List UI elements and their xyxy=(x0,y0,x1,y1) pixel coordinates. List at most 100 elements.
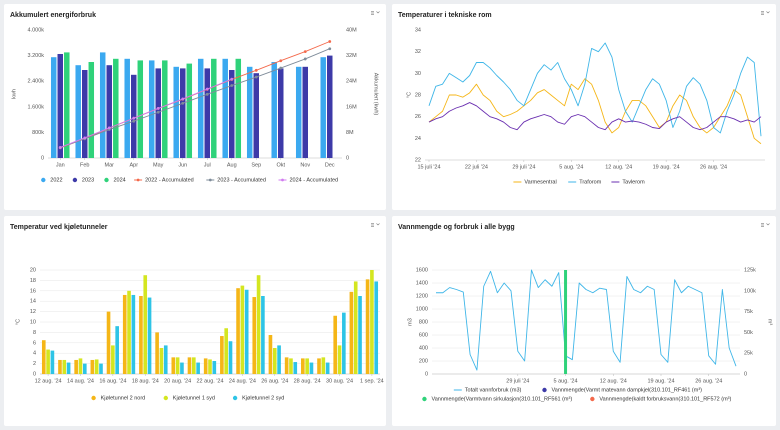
marker xyxy=(230,77,234,81)
marker xyxy=(279,59,283,63)
bar xyxy=(284,357,289,374)
legend-swatch xyxy=(590,396,595,402)
bar xyxy=(175,357,180,374)
marker xyxy=(205,87,209,91)
legend-item[interactable]: Totalt vannforbruk (m3) xyxy=(453,387,522,393)
legend-item[interactable]: 2022 - Accumulated xyxy=(134,177,194,183)
bar xyxy=(143,275,148,374)
y-axis-label: m3 xyxy=(407,318,413,326)
legend-item[interactable]: 2023 - Accumulated xyxy=(206,177,266,183)
panel-menu[interactable] xyxy=(371,11,380,15)
bar xyxy=(325,362,330,374)
legend-item[interactable]: 2024 xyxy=(104,177,126,183)
x-tick-label: 16 aug. '24 xyxy=(99,378,126,384)
legend-swatch-dot xyxy=(208,178,212,182)
bar xyxy=(321,357,326,374)
bar xyxy=(82,363,87,374)
x-tick-label: 22 aug. '24 xyxy=(196,378,223,384)
bar xyxy=(187,357,192,374)
panel: Temperaturer i tekniske rom 22 24 26 28 30 32 3… xyxy=(392,4,776,210)
bar xyxy=(94,359,99,374)
bar xyxy=(365,279,370,374)
legend-item[interactable]: Kjøletunnel 2 nord xyxy=(91,395,145,401)
panel-menu[interactable] xyxy=(761,223,770,227)
y-tick-label: 200 xyxy=(419,358,428,364)
x-tick-label: Nov xyxy=(300,162,310,168)
legend-item[interactable]: 2023 xyxy=(72,177,94,183)
legend-label: 2023 - Accumulated xyxy=(217,177,266,183)
legend-item[interactable]: Kjøletunnel 2 syd xyxy=(232,395,284,401)
x-tick-label: 20 aug. '24 xyxy=(164,378,191,384)
y-tick-label: 18 xyxy=(30,278,36,284)
marker xyxy=(107,126,111,130)
bar xyxy=(278,68,284,158)
y-tick-label: 6 xyxy=(33,340,36,346)
bar xyxy=(302,66,308,158)
panel-menu[interactable] xyxy=(761,11,770,15)
bar xyxy=(99,52,106,158)
bar xyxy=(564,270,568,374)
bar xyxy=(139,296,143,374)
legend-item[interactable]: Vannmengde(kaldt forbruksvann(310.101_RF… xyxy=(590,396,731,402)
legend-item[interactable]: Vannmengde(Varmt matevann dampkjel(310.1… xyxy=(542,387,702,393)
bar xyxy=(180,362,184,374)
marker xyxy=(83,136,87,140)
menu-chevron xyxy=(376,11,380,14)
bar xyxy=(82,70,88,158)
y-tick-label: 30 xyxy=(415,71,421,77)
line xyxy=(436,269,737,371)
legend-item[interactable]: 2022 xyxy=(41,177,63,183)
panel-background xyxy=(392,4,776,210)
y-tick-label: 2 xyxy=(33,361,36,367)
x-tick-label: Mar xyxy=(105,162,115,168)
bar xyxy=(62,359,67,374)
y-tick-label: 26 xyxy=(415,114,421,120)
panel-menu[interactable] xyxy=(371,223,380,227)
x-tick-label: 29 juli '24 xyxy=(512,164,535,170)
legend-swatch xyxy=(422,396,427,402)
bar xyxy=(358,296,362,374)
line xyxy=(428,42,762,137)
x-tick-label: Jan xyxy=(56,162,65,168)
bar xyxy=(147,297,152,374)
marker xyxy=(230,84,234,87)
y-tick-label: 12 xyxy=(30,309,36,315)
bar xyxy=(374,281,379,374)
bar xyxy=(220,336,224,374)
legend-item[interactable]: Kjøletunnel 1 syd xyxy=(163,395,215,401)
y-tick-label: 20 xyxy=(30,267,36,273)
y-axis-label: °C xyxy=(15,319,21,325)
bar xyxy=(127,290,131,374)
legend-label: Tavlerom xyxy=(622,179,645,185)
bar xyxy=(113,58,119,158)
bar xyxy=(305,358,309,374)
bar xyxy=(337,345,342,374)
bar xyxy=(236,288,240,374)
x-tick-label: Okt xyxy=(276,162,285,168)
legend-item[interactable]: Tavlerom xyxy=(611,179,645,185)
bar xyxy=(180,68,186,158)
bar xyxy=(295,66,302,158)
bar xyxy=(90,359,95,374)
legend-item[interactable]: Traforom xyxy=(568,179,602,185)
x-tick-label: 29 juli '24 xyxy=(506,378,529,384)
bar xyxy=(261,296,265,374)
legend-item[interactable]: Varmesentral xyxy=(513,179,557,185)
x-tick-label: 26 aug. '24 xyxy=(695,378,722,384)
bar xyxy=(211,58,217,158)
marker xyxy=(328,40,332,43)
x-tick-label: Aug xyxy=(227,162,237,168)
bar xyxy=(46,349,50,374)
bar xyxy=(106,65,112,158)
y-tick-label: 32 xyxy=(415,49,421,55)
x-tick-label: Apr xyxy=(129,162,138,168)
legend-label: 2022 xyxy=(50,177,62,183)
bar xyxy=(131,294,136,374)
legend-item[interactable]: Vannmengde(Varmtvann sirkulasjon(310.101… xyxy=(422,396,572,402)
bar xyxy=(57,54,63,158)
y2-tick-label: 100k xyxy=(744,288,756,294)
legend-item[interactable]: 2024 - Accumulated xyxy=(278,177,339,183)
y2-tick-label: 8M xyxy=(346,130,354,136)
marker xyxy=(181,101,185,105)
